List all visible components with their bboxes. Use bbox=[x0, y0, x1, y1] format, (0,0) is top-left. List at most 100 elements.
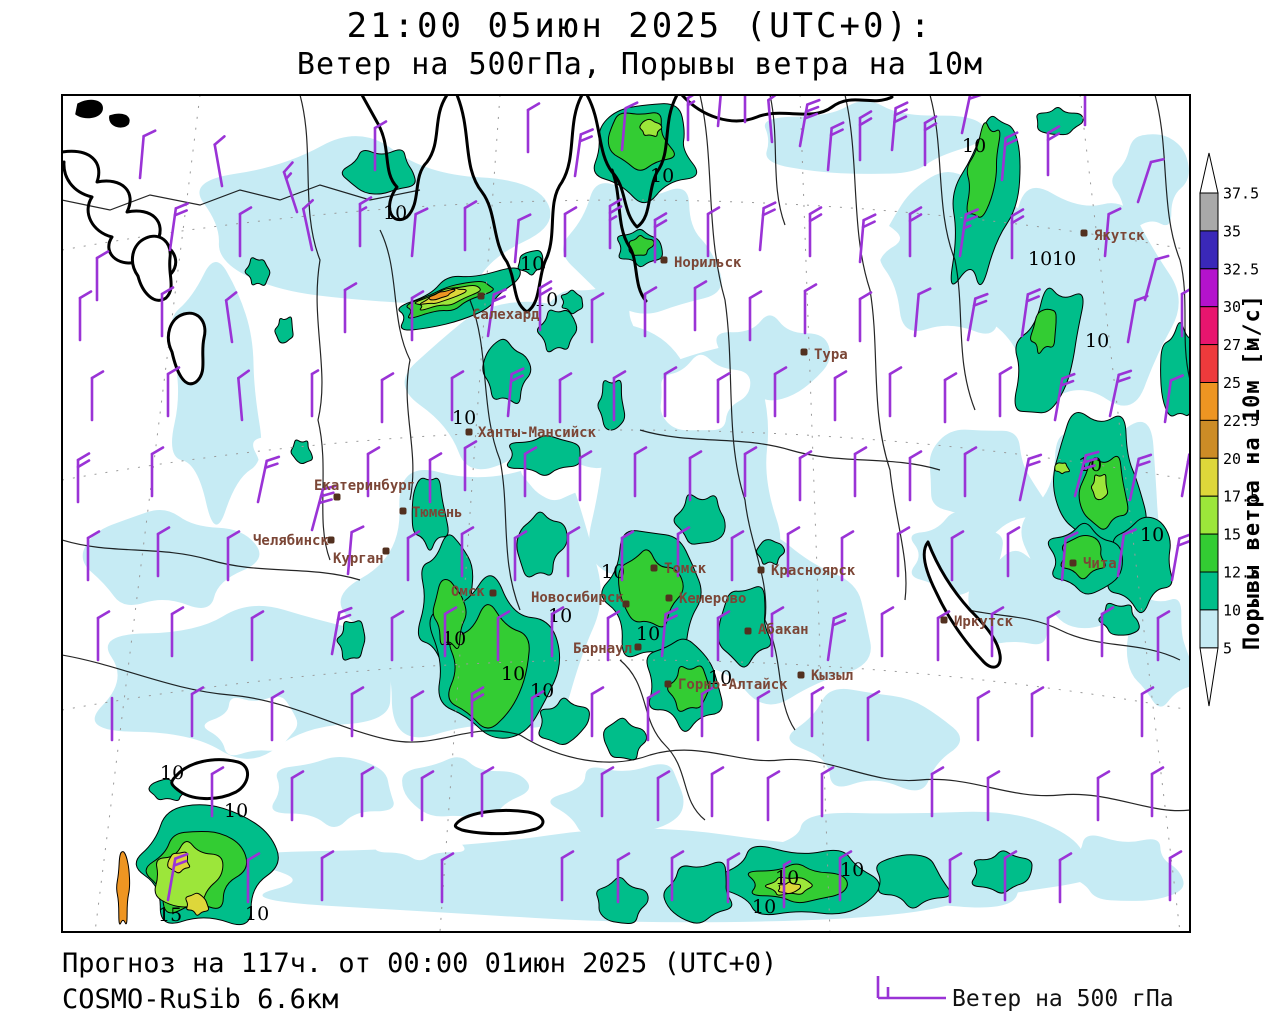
gust-contour-label: 10 bbox=[1052, 248, 1076, 270]
coastlines bbox=[63, 96, 1002, 836]
coastline-yenisei bbox=[610, 168, 648, 303]
gust-contour-region bbox=[560, 289, 584, 315]
city-dot bbox=[665, 594, 673, 602]
wind-barb bbox=[908, 450, 923, 502]
gust-contour-label: 10 bbox=[775, 867, 799, 889]
wind-barb bbox=[160, 286, 175, 338]
wind-barb bbox=[656, 770, 671, 822]
wind-barb bbox=[330, 606, 353, 656]
wind-barb bbox=[513, 530, 528, 582]
gust-contour-label: 10 bbox=[840, 859, 864, 881]
wind-barb bbox=[840, 530, 855, 582]
gust-contour-region bbox=[876, 854, 951, 909]
wind-barb bbox=[693, 280, 708, 332]
gust-colorbar: 37.5 35 32.5 30 27.5 25 22.5 20 17.5 15 12.5 10 5 По… bbox=[1199, 152, 1265, 707]
gust-contour-region bbox=[603, 717, 648, 761]
gust-contour-region bbox=[1030, 308, 1057, 354]
wind-barb bbox=[786, 526, 801, 578]
gust-contour-region bbox=[550, 764, 684, 837]
wind-barb bbox=[358, 196, 373, 248]
wind-barb bbox=[1000, 131, 1019, 182]
wind-barb bbox=[616, 852, 631, 904]
wind-barb bbox=[350, 686, 365, 738]
wind-barb bbox=[880, 606, 895, 658]
wind-barb bbox=[798, 450, 813, 502]
wind-barb bbox=[913, 287, 932, 338]
wind-barb bbox=[90, 370, 105, 422]
wind-barb bbox=[923, 115, 938, 167]
wind-barb bbox=[858, 213, 877, 264]
gust-contour-label: 10 bbox=[650, 165, 674, 187]
wind-barb bbox=[538, 280, 553, 332]
gust-contour-region bbox=[597, 379, 626, 431]
city-dot bbox=[650, 564, 658, 572]
wind-barb bbox=[930, 766, 945, 818]
gust-contour-region bbox=[516, 511, 568, 578]
wind-barb bbox=[1018, 453, 1043, 502]
gust-contour-region bbox=[94, 605, 392, 759]
gust-contour-region bbox=[1036, 106, 1084, 136]
wind-barb bbox=[76, 452, 91, 504]
wind-barbs bbox=[76, 96, 1189, 909]
wind-barb bbox=[1073, 450, 1100, 498]
wind-barb bbox=[620, 530, 635, 582]
wind-barb bbox=[250, 610, 265, 662]
gust-contour-label: 10 bbox=[1085, 330, 1109, 352]
city-label: Якутск bbox=[1094, 228, 1145, 244]
wind-barb bbox=[756, 690, 771, 742]
wind-barb bbox=[748, 290, 763, 342]
gust-contour-region bbox=[185, 892, 210, 916]
gust-contour-region bbox=[764, 101, 986, 174]
wind-barb bbox=[496, 610, 511, 662]
gust-contour-label: 10 bbox=[452, 407, 476, 429]
wind-barb bbox=[1143, 254, 1170, 302]
wind-barb bbox=[590, 686, 605, 738]
wind-barb bbox=[676, 526, 691, 578]
wind-barb bbox=[808, 206, 823, 258]
wind-barb bbox=[743, 446, 758, 498]
wind-barb bbox=[166, 852, 189, 902]
gust-contour-region bbox=[290, 439, 313, 465]
colorbar-segment bbox=[1199, 495, 1219, 535]
colorbar-segment bbox=[1199, 609, 1219, 649]
wind-barb bbox=[998, 366, 1013, 418]
wind-barb bbox=[966, 292, 989, 342]
gust-contour-region bbox=[536, 309, 578, 353]
city-label: Абакан bbox=[758, 622, 809, 638]
gust-contour-region bbox=[272, 756, 394, 827]
wind-barb bbox=[820, 766, 835, 818]
colorbar-tick-label: 5 bbox=[1223, 639, 1232, 657]
wind-barb bbox=[1096, 770, 1111, 822]
gust-contour-region bbox=[1060, 835, 1184, 901]
wind-barb bbox=[138, 129, 157, 180]
city-label: Курган bbox=[333, 551, 384, 567]
wind-barb bbox=[168, 202, 189, 252]
lake-baikal bbox=[922, 540, 1002, 669]
city-label: Екатеринбург bbox=[314, 478, 415, 494]
city-dot bbox=[757, 566, 765, 574]
wind-barb bbox=[700, 686, 715, 738]
gust-contour-region bbox=[966, 122, 1001, 218]
wind-barb bbox=[210, 766, 225, 818]
wind-barb bbox=[608, 198, 623, 250]
gust-contour-region bbox=[428, 288, 456, 301]
wind-barb bbox=[170, 606, 185, 658]
wind-barb bbox=[803, 283, 818, 335]
page-title-datetime: 21:00 05июн 2025 (UTC+0): bbox=[346, 6, 934, 46]
city-labels: Норильск Тура Якутск Салехард Ханты-Мансийск… bbox=[253, 228, 1145, 693]
wind-barb bbox=[866, 690, 881, 742]
wind-barb bbox=[1058, 852, 1073, 904]
model-info: COSMO-RuSib 6.6км bbox=[62, 984, 339, 1015]
wind-barb bbox=[853, 446, 868, 498]
wind-barb bbox=[670, 850, 685, 902]
gust-contour-region bbox=[411, 477, 449, 551]
city-label: Барнаул bbox=[573, 641, 632, 657]
wind-barb bbox=[406, 530, 421, 582]
gust-contour-region bbox=[402, 757, 530, 820]
islands-top-left bbox=[75, 99, 130, 128]
wind-barb bbox=[563, 206, 578, 258]
wind-barb bbox=[463, 200, 478, 252]
city-dot bbox=[1069, 559, 1077, 567]
wind-barb bbox=[782, 860, 792, 909]
